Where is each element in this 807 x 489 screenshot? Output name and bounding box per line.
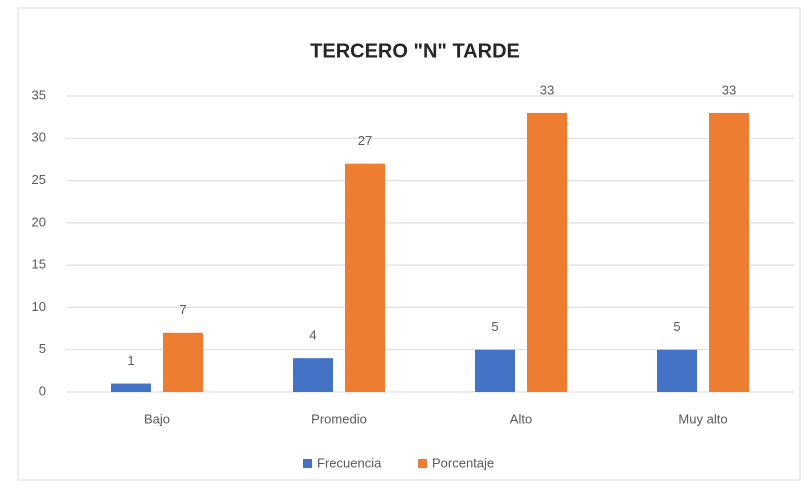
x-tick-label: Muy alto xyxy=(678,411,727,426)
y-tick-label: 30 xyxy=(32,130,46,145)
chart-frame xyxy=(17,7,801,481)
data-label: 27 xyxy=(358,133,372,148)
data-label: 33 xyxy=(722,82,736,97)
data-label: 5 xyxy=(673,319,680,334)
x-tick-label: Bajo xyxy=(144,411,170,426)
x-tick-label: Alto xyxy=(510,411,532,426)
y-tick-label: 15 xyxy=(32,257,46,272)
legend-label: Porcentaje xyxy=(432,455,494,470)
y-tick-label: 25 xyxy=(32,172,46,187)
y-tick-label: 0 xyxy=(39,383,46,398)
bar xyxy=(527,112,567,393)
data-label: 5 xyxy=(491,319,498,334)
data-label: 1 xyxy=(127,353,134,368)
y-tick-label: 10 xyxy=(32,299,46,314)
bar xyxy=(293,358,333,392)
bar xyxy=(111,383,151,392)
y-tick-label: 35 xyxy=(32,87,46,102)
y-tick-label: 20 xyxy=(32,214,46,229)
data-label: 4 xyxy=(309,328,316,343)
y-tick-label: 5 xyxy=(39,341,46,356)
legend-swatch xyxy=(303,459,312,468)
data-label: 33 xyxy=(540,82,554,97)
bar xyxy=(709,112,749,393)
bar xyxy=(475,349,515,392)
data-label: 7 xyxy=(179,302,186,317)
legend-label: Frecuencia xyxy=(317,455,382,470)
legend-swatch xyxy=(418,459,427,468)
chart-title: TERCERO "N" TARDE xyxy=(310,40,520,62)
bar xyxy=(163,332,203,392)
bar xyxy=(657,349,697,392)
bar xyxy=(345,163,385,392)
x-tick-label: Promedio xyxy=(311,411,367,426)
